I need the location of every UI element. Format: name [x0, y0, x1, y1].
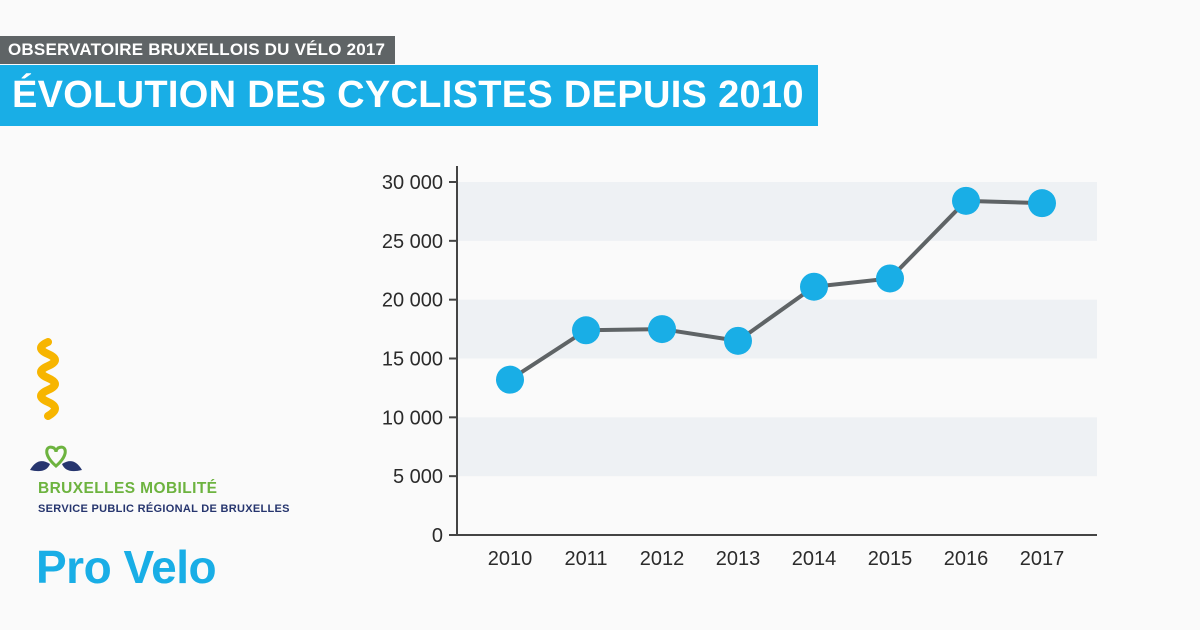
data-point-2015 — [876, 264, 904, 293]
grid-band — [457, 417, 1097, 477]
x-tick-label: 2010 — [488, 548, 533, 570]
x-tick-label: 2011 — [564, 548, 607, 570]
y-tick-label: 15 000 — [382, 349, 443, 371]
data-point-2010 — [496, 365, 524, 394]
y-tick-labels: 0 5 000 10 000 15 000 20 000 25 000 30 000 — [382, 172, 443, 547]
y-tick-label: 5 000 — [393, 466, 443, 488]
x-tick-label: 2015 — [868, 548, 913, 570]
kicker-banner: OBSERVATOIRE BRUXELLOIS DU VÉLO 2017 — [0, 36, 396, 64]
grid-band — [457, 182, 1097, 241]
data-point-2014 — [800, 272, 828, 301]
data-point-2017 — [1028, 189, 1056, 218]
data-point-2011 — [572, 316, 600, 345]
x-tick-label: 2017 — [1020, 548, 1065, 570]
provelo-logo: Pro Velo — [36, 541, 217, 593]
data-point-2012 — [648, 315, 676, 344]
y-tick-label: 30 000 — [382, 172, 443, 194]
grid-bands — [457, 182, 1097, 477]
x-tick-label: 2013 — [716, 548, 761, 570]
bruxelles-mobilite-logo-icon — [30, 445, 82, 472]
bruxelles-mobilite-subtitle: SERVICE PUBLIC RÉGIONAL DE BRUXELLES — [38, 503, 290, 515]
grid-band — [457, 299, 1097, 359]
x-tick-label: 2012 — [640, 548, 685, 570]
y-tick-label: 0 — [432, 525, 443, 547]
series — [496, 186, 1056, 394]
y-tick-label: 20 000 — [382, 290, 443, 312]
y-tick-label: 25 000 — [382, 231, 443, 253]
x-tick-label: 2016 — [944, 548, 989, 570]
axes — [449, 166, 1097, 536]
x-tick-labels: 2010 2011 2012 2013 2014 2015 2016 2017 — [488, 548, 1065, 570]
data-point-2016 — [952, 186, 980, 215]
iris-logo-icon — [37, 338, 59, 420]
chart-title: ÉVOLUTION DES CYCLISTES DEPUIS 2010 — [0, 65, 818, 126]
bruxelles-mobilite-name: BRUXELLES MOBILITÉ — [38, 480, 218, 497]
data-point-2013 — [724, 326, 752, 355]
y-tick-label: 10 000 — [382, 407, 443, 429]
x-tick-label: 2014 — [792, 548, 837, 570]
